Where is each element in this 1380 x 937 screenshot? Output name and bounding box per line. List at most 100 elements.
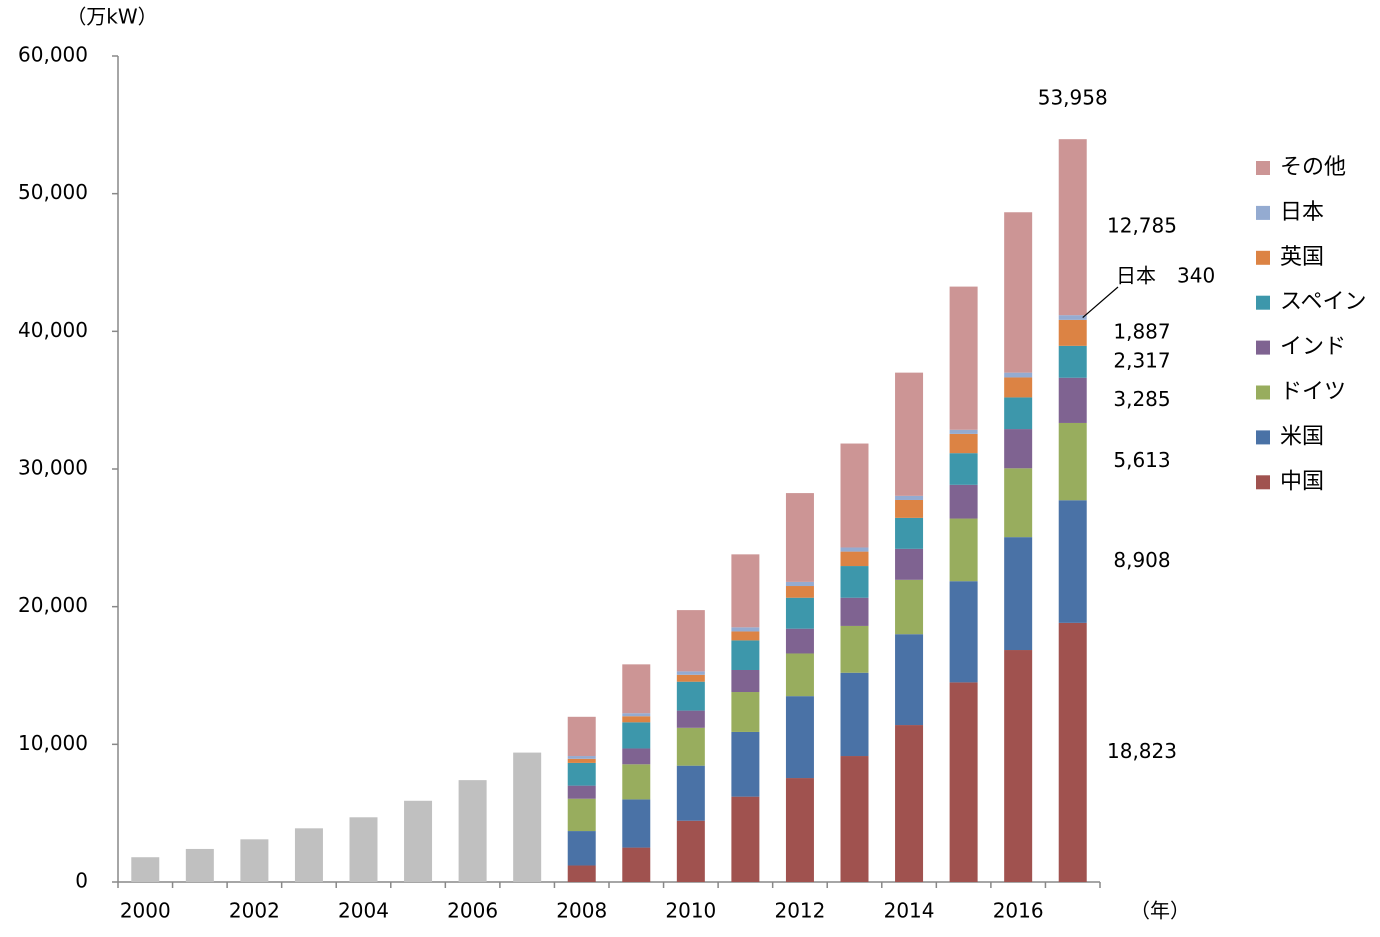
y-tick-label: 0 [75, 869, 88, 893]
bar-segment [676, 727, 705, 766]
bar-segment [785, 628, 814, 654]
legend-swatch [1256, 430, 1270, 445]
bar-segment [567, 756, 596, 759]
x-tick-label: 2004 [338, 899, 389, 923]
bar-segment [676, 681, 705, 711]
bar-segment [785, 597, 814, 629]
x-tick-label: 2008 [556, 899, 607, 923]
bar-segment [567, 758, 596, 763]
bar-segment [1058, 422, 1087, 501]
legend-swatch [1256, 385, 1270, 400]
bar-segment [895, 499, 924, 518]
bar-segment [1058, 377, 1087, 423]
bar-segment [1004, 397, 1033, 430]
bar-segment [949, 518, 978, 582]
bar-segment [895, 517, 924, 549]
bar-segment [1004, 650, 1033, 882]
legend-swatch [1256, 161, 1270, 175]
x-axis-label: （年） [1130, 899, 1190, 923]
bar-segment [1058, 345, 1087, 378]
bar-segment [731, 627, 760, 632]
bar-segment [731, 669, 760, 693]
bar-segment [567, 865, 596, 882]
bar-segment [895, 725, 924, 882]
x-tick-label: 2012 [774, 899, 825, 923]
value-label: 18,823 [1107, 739, 1177, 763]
bar-segment [1058, 315, 1087, 320]
bar-segment [895, 634, 924, 726]
bar-segment [1004, 468, 1033, 538]
y-tick-label: 40,000 [18, 318, 88, 342]
bar-segment [949, 429, 978, 434]
bar-segment [622, 847, 651, 882]
bar-segment [676, 674, 705, 682]
x-tick-label: 2002 [229, 899, 280, 923]
legend-label: 米国 [1280, 424, 1324, 449]
legend-label: インド [1280, 335, 1346, 360]
bar-segment [185, 848, 214, 882]
bar-segment [840, 547, 869, 552]
y-tick-label: 10,000 [18, 731, 88, 755]
bar-segment [349, 817, 378, 882]
bar-segment [676, 820, 705, 882]
bar-segment [785, 586, 814, 598]
bar-segment [622, 713, 651, 717]
bar-segment [1058, 500, 1087, 623]
bar-segment [785, 653, 814, 697]
leader-line [1082, 286, 1119, 318]
bar-segment [895, 579, 924, 635]
legend-label: 中国 [1280, 469, 1324, 494]
bar-segment [731, 731, 760, 797]
y-axis-label: （万kW） [66, 5, 157, 29]
bar-segment [404, 800, 433, 882]
bar-segment [676, 710, 705, 728]
bar-segment [949, 286, 978, 430]
value-label: 1,887 [1113, 319, 1170, 343]
bar-segment [731, 796, 760, 882]
bar-segment [622, 748, 651, 765]
bar-segment [785, 696, 814, 779]
bar-segment [785, 581, 814, 587]
bar-segment [622, 722, 651, 749]
legend-label: 日本 [1280, 200, 1324, 225]
legend-swatch [1256, 250, 1270, 265]
bar-segment [731, 631, 760, 641]
bar-segment [785, 778, 814, 882]
y-tick-label: 30,000 [18, 456, 88, 480]
bar-segment [895, 372, 924, 496]
y-tick-label: 20,000 [18, 593, 88, 617]
legend-label: 英国 [1280, 245, 1324, 270]
value-label: 8,908 [1113, 548, 1170, 572]
bar-segment [949, 484, 978, 519]
bar-segment [949, 453, 978, 485]
bar-segment [731, 640, 760, 670]
bar-segment [840, 551, 869, 567]
legend-label: その他 [1280, 155, 1346, 180]
legend-swatch [1256, 295, 1270, 310]
y-tick-label: 50,000 [18, 180, 88, 204]
x-tick-label: 2006 [447, 899, 498, 923]
annotation: 日本 [1116, 264, 1156, 288]
value-label: 340 [1177, 264, 1215, 288]
bar-segment [840, 625, 869, 673]
bar-segment [731, 692, 760, 732]
bar-segment [731, 554, 760, 628]
bar-segment [785, 493, 814, 582]
bar-segment [294, 828, 323, 882]
bar-segment [949, 433, 978, 454]
bar-segment [240, 839, 269, 882]
bar-segment [567, 716, 596, 757]
legend-swatch [1256, 205, 1270, 220]
bar-segment [1004, 429, 1033, 469]
bar-segment [840, 756, 869, 882]
bar-segment [895, 548, 924, 580]
bar-segment [458, 780, 487, 882]
x-tick-label: 2014 [884, 899, 935, 923]
value-label: 2,317 [1113, 348, 1170, 372]
x-tick-label: 2000 [120, 899, 171, 923]
bar-segment [567, 831, 596, 866]
value-label: 3,285 [1113, 387, 1170, 411]
bar-segment [131, 857, 160, 882]
bar-segment [840, 597, 869, 626]
